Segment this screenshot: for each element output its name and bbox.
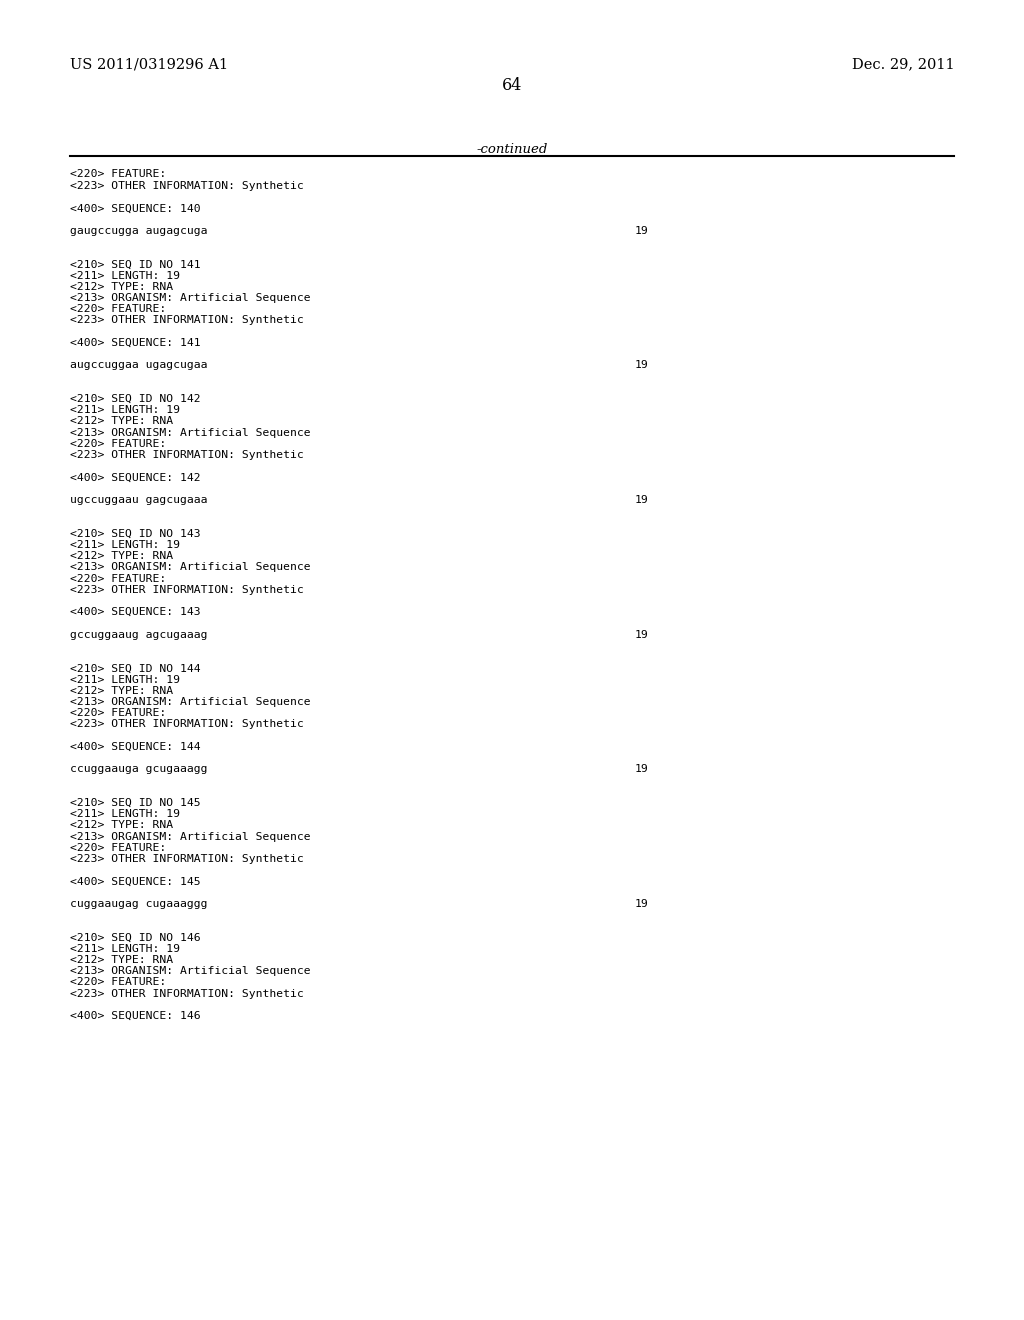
Text: gaugccugga augagcuga: gaugccugga augagcuga — [70, 226, 207, 236]
Text: <220> FEATURE:: <220> FEATURE: — [70, 305, 166, 314]
Text: <211> LENGTH: 19: <211> LENGTH: 19 — [70, 271, 179, 281]
Text: 19: 19 — [635, 495, 648, 506]
Text: <220> FEATURE:: <220> FEATURE: — [70, 977, 166, 987]
Text: <220> FEATURE:: <220> FEATURE: — [70, 573, 166, 583]
Text: 19: 19 — [635, 360, 648, 371]
Text: <210> SEQ ID NO 142: <210> SEQ ID NO 142 — [70, 393, 201, 404]
Text: <400> SEQUENCE: 143: <400> SEQUENCE: 143 — [70, 607, 201, 618]
Text: <223> OTHER INFORMATION: Synthetic: <223> OTHER INFORMATION: Synthetic — [70, 719, 303, 730]
Text: augccuggaa ugagcugaa: augccuggaa ugagcugaa — [70, 360, 207, 371]
Text: <213> ORGANISM: Artificial Sequence: <213> ORGANISM: Artificial Sequence — [70, 966, 310, 977]
Text: <212> TYPE: RNA: <212> TYPE: RNA — [70, 281, 173, 292]
Text: <210> SEQ ID NO 146: <210> SEQ ID NO 146 — [70, 932, 201, 942]
Text: 19: 19 — [635, 899, 648, 909]
Text: <400> SEQUENCE: 142: <400> SEQUENCE: 142 — [70, 473, 201, 483]
Text: <223> OTHER INFORMATION: Synthetic: <223> OTHER INFORMATION: Synthetic — [70, 315, 303, 326]
Text: <400> SEQUENCE: 144: <400> SEQUENCE: 144 — [70, 742, 201, 752]
Text: <400> SEQUENCE: 146: <400> SEQUENCE: 146 — [70, 1011, 201, 1022]
Text: <213> ORGANISM: Artificial Sequence: <213> ORGANISM: Artificial Sequence — [70, 832, 310, 842]
Text: 64: 64 — [502, 77, 522, 94]
Text: <213> ORGANISM: Artificial Sequence: <213> ORGANISM: Artificial Sequence — [70, 562, 310, 573]
Text: <223> OTHER INFORMATION: Synthetic: <223> OTHER INFORMATION: Synthetic — [70, 450, 303, 461]
Text: <212> TYPE: RNA: <212> TYPE: RNA — [70, 686, 173, 696]
Text: <211> LENGTH: 19: <211> LENGTH: 19 — [70, 809, 179, 820]
Text: <211> LENGTH: 19: <211> LENGTH: 19 — [70, 405, 179, 416]
Text: Dec. 29, 2011: Dec. 29, 2011 — [852, 57, 954, 71]
Text: <400> SEQUENCE: 145: <400> SEQUENCE: 145 — [70, 876, 201, 887]
Text: <223> OTHER INFORMATION: Synthetic: <223> OTHER INFORMATION: Synthetic — [70, 585, 303, 595]
Text: -continued: -continued — [476, 143, 548, 156]
Text: 19: 19 — [635, 630, 648, 640]
Text: <212> TYPE: RNA: <212> TYPE: RNA — [70, 552, 173, 561]
Text: gccuggaaug agcugaaag: gccuggaaug agcugaaag — [70, 630, 207, 640]
Text: <213> ORGANISM: Artificial Sequence: <213> ORGANISM: Artificial Sequence — [70, 428, 310, 438]
Text: cuggaaugag cugaaaggg: cuggaaugag cugaaaggg — [70, 899, 207, 909]
Text: ugccuggaau gagcugaaa: ugccuggaau gagcugaaa — [70, 495, 207, 506]
Text: <211> LENGTH: 19: <211> LENGTH: 19 — [70, 540, 179, 550]
Text: <210> SEQ ID NO 145: <210> SEQ ID NO 145 — [70, 797, 201, 808]
Text: 19: 19 — [635, 764, 648, 775]
Text: ccuggaauga gcugaaagg: ccuggaauga gcugaaagg — [70, 764, 207, 775]
Text: <220> FEATURE:: <220> FEATURE: — [70, 708, 166, 718]
Text: <211> LENGTH: 19: <211> LENGTH: 19 — [70, 944, 179, 954]
Text: <210> SEQ ID NO 141: <210> SEQ ID NO 141 — [70, 260, 201, 269]
Text: <212> TYPE: RNA: <212> TYPE: RNA — [70, 956, 173, 965]
Text: <220> FEATURE:: <220> FEATURE: — [70, 843, 166, 853]
Text: <223> OTHER INFORMATION: Synthetic: <223> OTHER INFORMATION: Synthetic — [70, 854, 303, 865]
Text: US 2011/0319296 A1: US 2011/0319296 A1 — [70, 57, 227, 71]
Text: <211> LENGTH: 19: <211> LENGTH: 19 — [70, 675, 179, 685]
Text: <210> SEQ ID NO 144: <210> SEQ ID NO 144 — [70, 663, 201, 673]
Text: <212> TYPE: RNA: <212> TYPE: RNA — [70, 417, 173, 426]
Text: <213> ORGANISM: Artificial Sequence: <213> ORGANISM: Artificial Sequence — [70, 293, 310, 304]
Text: <212> TYPE: RNA: <212> TYPE: RNA — [70, 820, 173, 830]
Text: <223> OTHER INFORMATION: Synthetic: <223> OTHER INFORMATION: Synthetic — [70, 181, 303, 191]
Text: 19: 19 — [635, 226, 648, 236]
Text: <223> OTHER INFORMATION: Synthetic: <223> OTHER INFORMATION: Synthetic — [70, 989, 303, 999]
Text: <400> SEQUENCE: 141: <400> SEQUENCE: 141 — [70, 338, 201, 348]
Text: <220> FEATURE:: <220> FEATURE: — [70, 169, 166, 180]
Text: <220> FEATURE:: <220> FEATURE: — [70, 438, 166, 449]
Text: <210> SEQ ID NO 143: <210> SEQ ID NO 143 — [70, 528, 201, 539]
Text: <213> ORGANISM: Artificial Sequence: <213> ORGANISM: Artificial Sequence — [70, 697, 310, 708]
Text: <400> SEQUENCE: 140: <400> SEQUENCE: 140 — [70, 203, 201, 214]
